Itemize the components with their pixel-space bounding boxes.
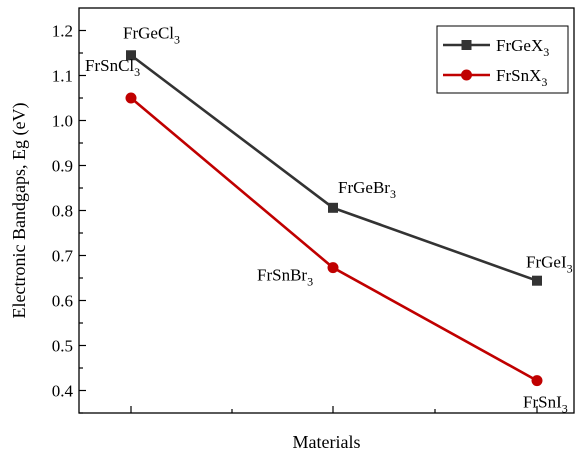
y-tick-label: 0.8 [52, 202, 73, 221]
y-tick-label: 1.2 [52, 22, 73, 41]
x-axis-title: Materials [293, 432, 361, 452]
data-point-square [532, 275, 542, 286]
series-layer [125, 50, 543, 387]
data-point-circle [531, 375, 543, 387]
data-point-circle [327, 262, 339, 274]
legend: FrGeX3 FrSnX3 [436, 25, 569, 94]
x-axis-ticks [130, 406, 538, 413]
point-label-frsnbr3: FrSnBr3 [257, 266, 313, 289]
y-axis-title: Electronic Bandgaps, Eg (eV) [9, 103, 30, 319]
point-label-frsni3: FrSnI3 [523, 393, 568, 416]
plot-frame [78, 7, 575, 414]
data-point-square [126, 50, 136, 61]
legend-label-frsnx3: FrSnX3 [496, 66, 547, 89]
point-label-frgebr3: FrGeBr3 [338, 178, 396, 201]
y-tick-label: 0.7 [52, 247, 74, 266]
point-label-frgei3: FrGeI3 [526, 253, 573, 276]
legend-marker-circle [461, 69, 472, 81]
series-line-frsnx3 [130, 97, 538, 382]
point-label-frgecl3: FrGeCl3 [123, 23, 180, 46]
y-tick-label: 1.0 [52, 112, 73, 131]
y-tick-label: 0.6 [52, 292, 73, 311]
point-labels: FrGeCl3 FrGeBr3 FrGeI3 FrSnCl3 FrSnBr3 FrSnI3 [85, 23, 573, 415]
y-tick-label: 0.9 [52, 157, 73, 176]
data-point-square [328, 202, 338, 213]
y-tick-label: 1.1 [52, 67, 73, 86]
legend-label-frgex3: FrGeX3 [496, 36, 549, 59]
y-tick-label: 0.4 [52, 382, 74, 401]
y-tick-label: 0.5 [52, 337, 73, 356]
legend-box [436, 25, 569, 94]
legend-marker-square [461, 40, 472, 50]
y-axis-ticks: 0.4 0.5 0.6 0.7 0.8 0.9 1.0 1.1 1.2 [52, 22, 86, 414]
point-label-frsncl3: FrSnCl3 [85, 56, 140, 79]
data-point-circle [125, 92, 137, 104]
